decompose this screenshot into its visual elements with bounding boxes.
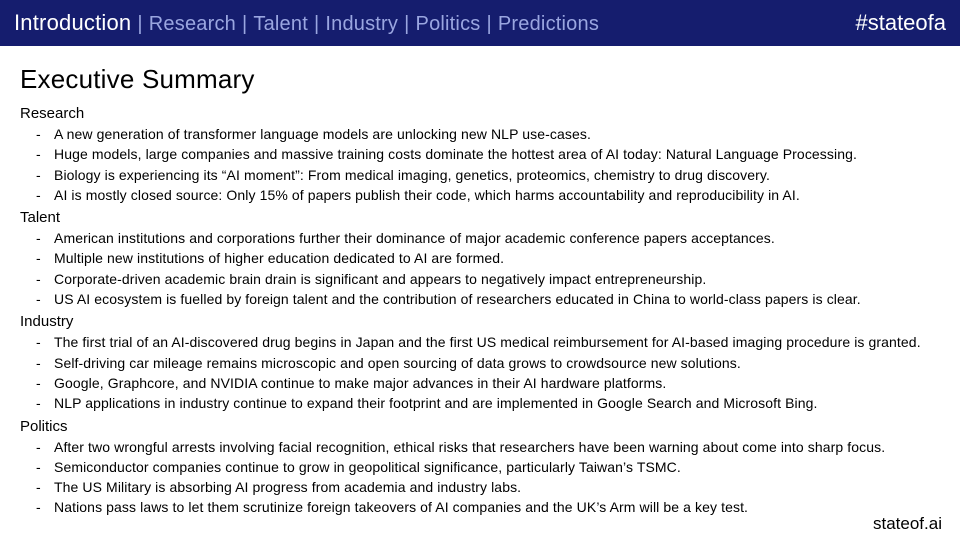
nav-tab-predictions[interactable]: Predictions xyxy=(498,13,599,36)
bullet-list-politics: After two wrongful arrests involving fac… xyxy=(20,437,940,518)
section-heading-talent: Talent xyxy=(20,209,940,226)
footer-link[interactable]: stateof.ai xyxy=(873,514,942,534)
nav-separator: | xyxy=(480,13,497,36)
bullet-item: Multiple new institutions of higher educ… xyxy=(54,248,940,268)
bullet-item: After two wrongful arrests involving fac… xyxy=(54,437,940,457)
bullet-item: Self-driving car mileage remains microsc… xyxy=(54,353,940,373)
nav-tab-research[interactable]: Research xyxy=(149,13,236,36)
section-heading-industry: Industry xyxy=(20,313,940,330)
page-title: Executive Summary xyxy=(20,64,940,95)
bullet-item: Google, Graphcore, and NVIDIA continue t… xyxy=(54,373,940,393)
nav-hashtag: #stateofa xyxy=(855,10,946,36)
nav-tab-politics[interactable]: Politics xyxy=(416,13,481,36)
nav-separator: | xyxy=(131,13,148,36)
bullet-item: Huge models, large companies and massive… xyxy=(54,144,940,164)
bullet-item: US AI ecosystem is fuelled by foreign ta… xyxy=(54,289,940,309)
nav-tabs: Introduction|Research|Talent|Industry|Po… xyxy=(14,10,855,36)
nav-tab-talent[interactable]: Talent xyxy=(253,13,308,36)
bullet-item: NLP applications in industry continue to… xyxy=(54,393,940,413)
bullet-item: The US Military is absorbing AI progress… xyxy=(54,477,940,497)
nav-separator: | xyxy=(308,13,325,36)
bullet-item: Biology is experiencing its “AI moment”:… xyxy=(54,165,940,185)
bullet-item: The first trial of an AI-discovered drug… xyxy=(54,332,940,352)
content-area: Executive Summary Research A new generati… xyxy=(0,46,960,518)
bullet-item: Corporate-driven academic brain drain is… xyxy=(54,269,940,289)
section-heading-politics: Politics xyxy=(20,418,940,435)
section-heading-research: Research xyxy=(20,105,940,122)
bullet-item: A new generation of transformer language… xyxy=(54,124,940,144)
bullet-list-talent: American institutions and corporations f… xyxy=(20,228,940,309)
sections-container: Research A new generation of transformer … xyxy=(20,105,940,518)
bullet-item: American institutions and corporations f… xyxy=(54,228,940,248)
bullet-item: Semiconductor companies continue to grow… xyxy=(54,457,940,477)
nav-tab-introduction[interactable]: Introduction xyxy=(14,10,131,36)
bullet-list-research: A new generation of transformer language… xyxy=(20,124,940,205)
top-nav: Introduction|Research|Talent|Industry|Po… xyxy=(0,0,960,46)
bullet-item: AI is mostly closed source: Only 15% of … xyxy=(54,185,940,205)
bullet-list-industry: The first trial of an AI-discovered drug… xyxy=(20,332,940,413)
bullet-item: Nations pass laws to let them scrutinize… xyxy=(54,497,940,517)
nav-separator: | xyxy=(236,13,253,36)
nav-separator: | xyxy=(398,13,415,36)
nav-tab-industry[interactable]: Industry xyxy=(325,13,398,36)
